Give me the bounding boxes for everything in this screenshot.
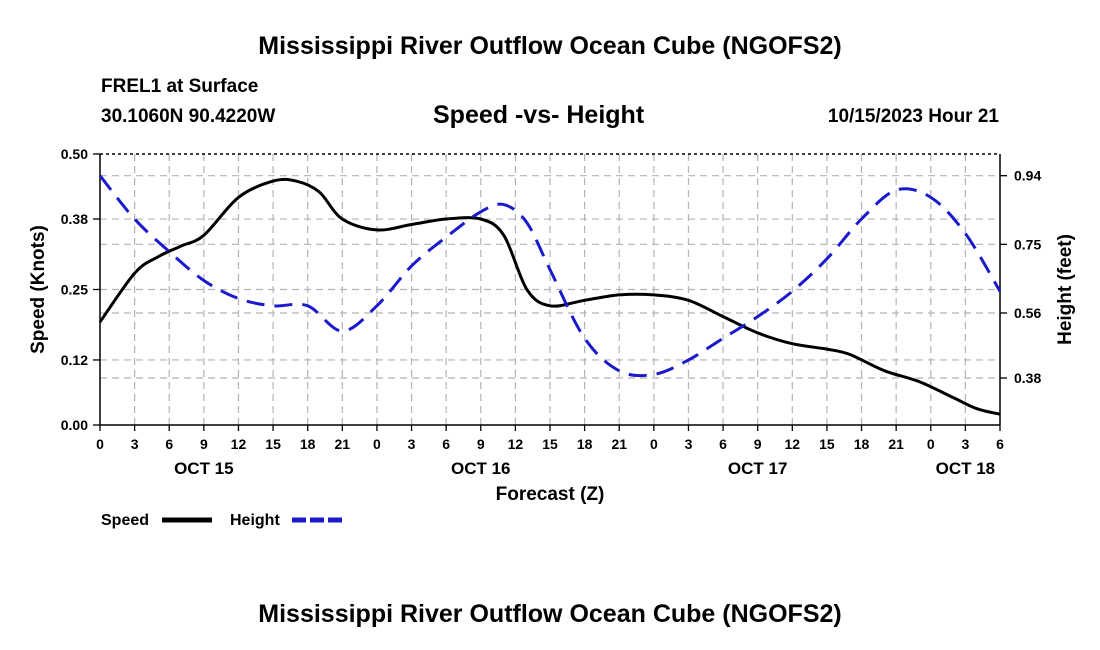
y2-axis-title: Height (feet) — [1055, 234, 1076, 345]
date-label: OCT 17 — [728, 459, 788, 478]
y-axis-title: Speed (Knots) — [28, 225, 49, 354]
forecast-timestamp: 10/15/2023 Hour 21 — [827, 106, 999, 127]
station-label: FREL1 at Surface — [101, 76, 259, 97]
bottom-page-title: Mississippi River Outflow Ocean Cube (NG… — [258, 600, 842, 628]
x-tick-label: 12 — [231, 436, 247, 452]
x-tick-label: 3 — [408, 436, 416, 452]
x-tick-label: 3 — [685, 436, 693, 452]
x-tick-label: 15 — [542, 436, 558, 452]
x-tick-label: 21 — [335, 436, 351, 452]
y-tick-label: 0.00 — [61, 417, 88, 433]
x-tick-label: 6 — [165, 436, 173, 452]
y2-tick-label: 0.38 — [1014, 370, 1041, 386]
x-tick-label: 21 — [611, 436, 627, 452]
y2-tick-label: 0.94 — [1014, 168, 1041, 184]
x-tick-label: 0 — [650, 436, 658, 452]
x-tick-label: 9 — [200, 436, 208, 452]
y2-tick-label: 0.75 — [1014, 236, 1041, 252]
x-tick-label: 15 — [265, 436, 281, 452]
date-label: OCT 18 — [936, 459, 996, 478]
x-axis-title: Forecast (Z) — [496, 484, 605, 505]
x-tick-label: 0 — [927, 436, 935, 452]
y-tick-label: 0.50 — [61, 146, 88, 162]
x-tick-label: 18 — [300, 436, 316, 452]
x-tick-label: 15 — [819, 436, 835, 452]
y-tick-label: 0.38 — [61, 211, 88, 227]
x-tick-label: 6 — [996, 436, 1004, 452]
speed-series-line — [98, 177, 1001, 416]
x-tick-label: 0 — [373, 436, 381, 452]
legend-label-speed: Speed — [101, 512, 149, 529]
x-tick-label: 21 — [888, 436, 904, 452]
x-tick-label: 0 — [96, 436, 104, 452]
x-tick-label: 6 — [719, 436, 727, 452]
y2-tick-label: 0.56 — [1014, 305, 1041, 321]
x-tick-label: 6 — [442, 436, 450, 452]
chart-subtitle: Speed -vs- Height — [433, 101, 645, 129]
x-tick-label: 18 — [577, 436, 593, 452]
x-tick-label: 3 — [131, 436, 139, 452]
x-tick-label: 9 — [477, 436, 485, 452]
height-series-line — [98, 174, 1002, 378]
date-label: OCT 16 — [451, 459, 511, 478]
x-tick-label: 3 — [961, 436, 969, 452]
page-title: Mississippi River Outflow Ocean Cube (NG… — [258, 32, 842, 60]
date-label: OCT 15 — [174, 459, 234, 478]
x-tick-label: 18 — [854, 436, 870, 452]
x-tick-label: 12 — [508, 436, 524, 452]
y-tick-label: 0.12 — [61, 352, 88, 368]
station-coordinates: 30.1060N 90.4220W — [101, 106, 276, 127]
y-tick-label: 0.25 — [61, 282, 88, 298]
legend-label-height: Height — [230, 512, 280, 529]
x-tick-label: 9 — [754, 436, 762, 452]
x-tick-label: 12 — [785, 436, 801, 452]
